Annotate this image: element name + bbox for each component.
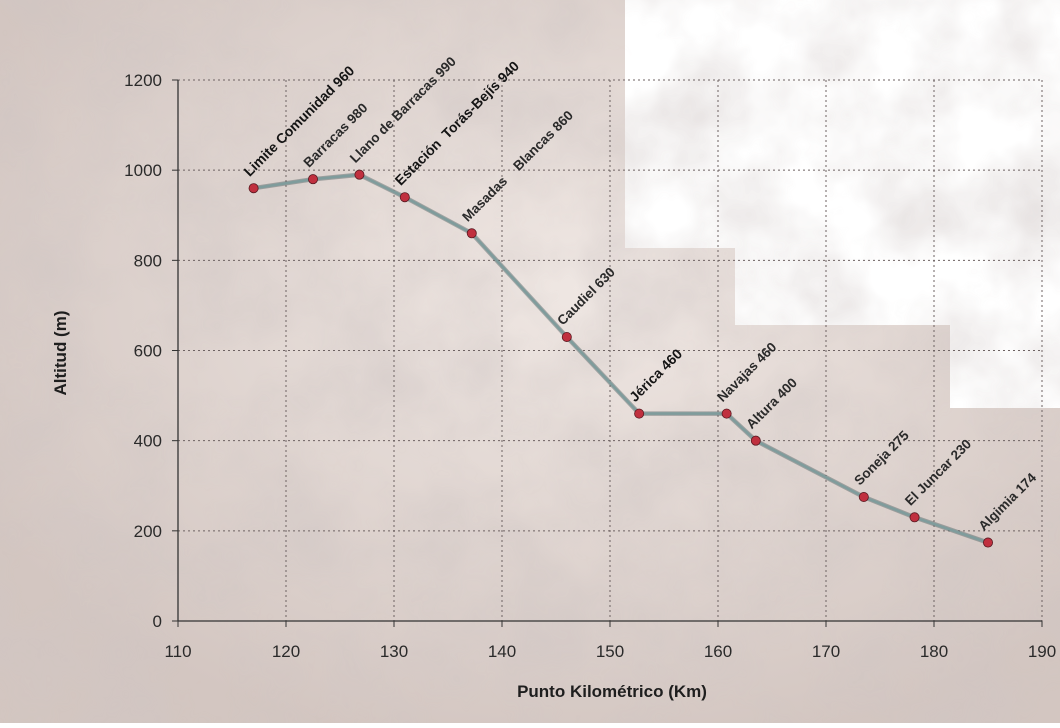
y-axis-title: Altitud (m) <box>51 311 70 396</box>
x-tick-label: 110 <box>164 642 191 661</box>
x-tick-label: 170 <box>812 642 840 661</box>
data-point-marker <box>858 492 869 503</box>
data-point-marker <box>721 408 732 419</box>
data-point-marker <box>750 435 761 446</box>
x-tick-label: 150 <box>596 642 624 661</box>
y-tick-label: 400 <box>134 432 162 451</box>
data-point-marker <box>399 192 410 203</box>
x-tick-label: 190 <box>1028 642 1056 661</box>
y-tick-label: 1200 <box>124 71 162 90</box>
y-tick-label: 800 <box>134 251 162 270</box>
x-tick-label: 140 <box>488 642 516 661</box>
data-point-marker <box>466 228 477 239</box>
y-tick-label: 200 <box>134 522 162 541</box>
series-line-path <box>253 173 989 544</box>
y-tick-label: 0 <box>153 612 162 631</box>
x-tick-label: 180 <box>920 642 948 661</box>
x-tick-label: 120 <box>272 642 300 661</box>
series-line <box>248 169 994 548</box>
x-axis-title: Punto Kilométrico (Km) <box>517 682 707 701</box>
data-point-marker <box>354 169 365 180</box>
data-point-marker <box>909 512 920 523</box>
data-point-marker <box>248 183 259 194</box>
y-tick-label: 1000 <box>124 161 162 180</box>
x-tick-label: 130 <box>380 642 408 661</box>
data-point-marker <box>983 537 994 548</box>
data-point-marker <box>634 408 645 419</box>
x-tick-label: 160 <box>704 642 732 661</box>
axes: 0 200 400 600 800 1000 1200 110 120 130 140 150 160 1… <box>124 71 1056 661</box>
y-tick-label: 600 <box>134 342 162 361</box>
data-point-marker <box>561 331 572 342</box>
grid <box>178 79 1043 621</box>
data-point-marker <box>307 174 318 185</box>
